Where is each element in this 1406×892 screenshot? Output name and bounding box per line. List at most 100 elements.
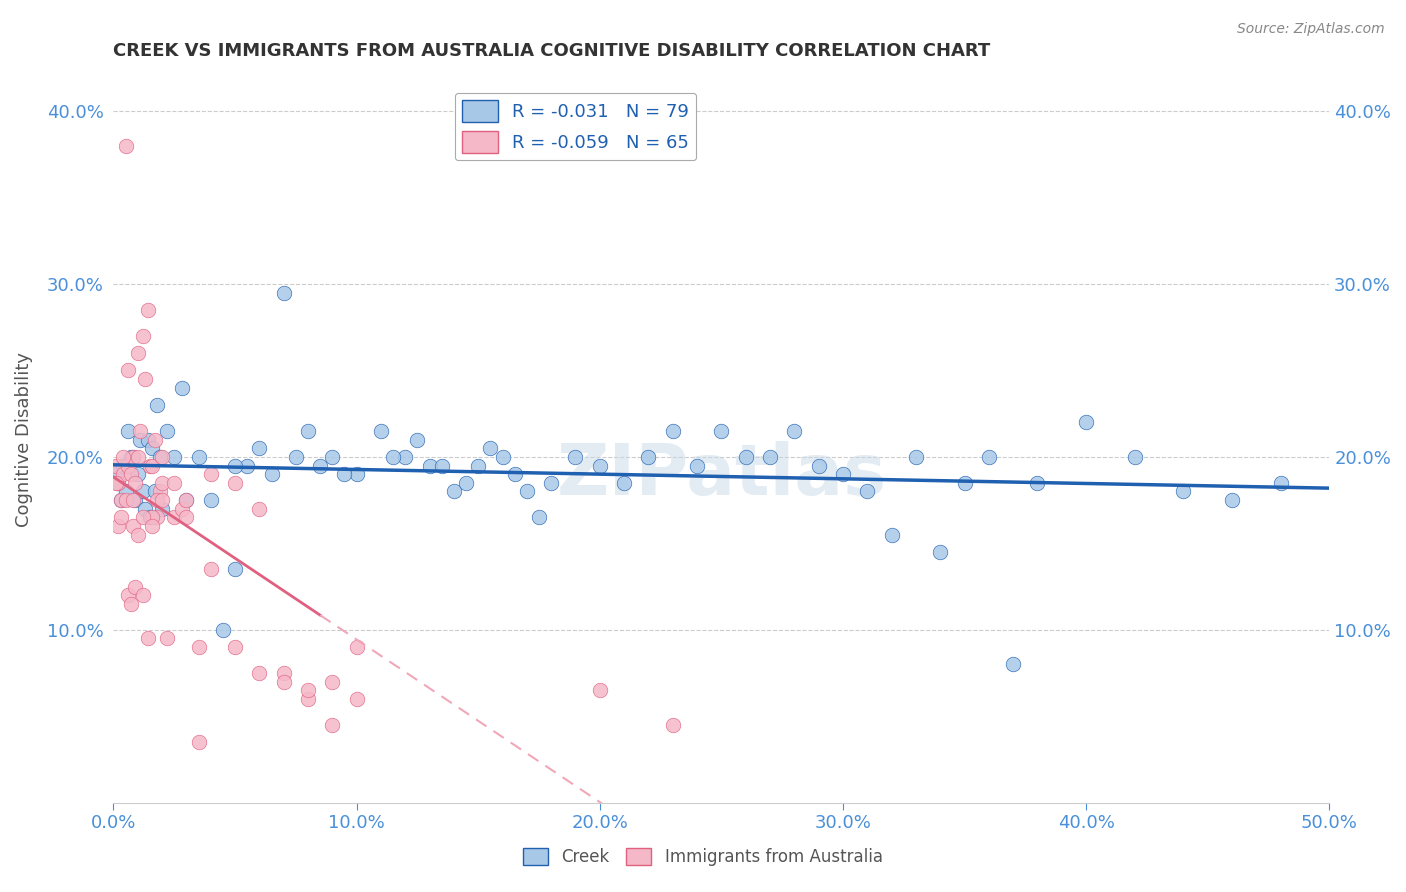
Point	[122, 519, 145, 533]
Point	[131, 329, 153, 343]
Point	[613, 475, 636, 490]
Y-axis label: Cognitive Disability: Cognitive Disability	[15, 352, 32, 527]
Point	[370, 424, 392, 438]
Point	[112, 458, 135, 473]
Point	[346, 640, 368, 654]
Point	[150, 493, 173, 508]
Point	[1270, 475, 1292, 490]
Point	[170, 381, 193, 395]
Point	[479, 442, 502, 456]
Point	[200, 562, 222, 576]
Point	[187, 640, 209, 654]
Point	[710, 424, 733, 438]
Point	[273, 665, 295, 680]
Point	[1002, 657, 1025, 672]
Point	[146, 493, 169, 508]
Point	[176, 493, 198, 508]
Point	[443, 484, 465, 499]
Point	[503, 467, 526, 482]
Point	[880, 527, 903, 541]
Point	[127, 346, 149, 360]
Point	[131, 510, 153, 524]
Point	[149, 450, 172, 464]
Point	[661, 718, 683, 732]
Point	[136, 433, 159, 447]
Point	[224, 640, 246, 654]
Point	[134, 501, 156, 516]
Point	[419, 458, 441, 473]
Point	[977, 450, 1000, 464]
Point	[134, 372, 156, 386]
Point	[516, 484, 538, 499]
Point	[150, 475, 173, 490]
Point	[382, 450, 405, 464]
Point	[200, 493, 222, 508]
Point	[117, 588, 139, 602]
Point	[637, 450, 659, 464]
Point	[297, 691, 319, 706]
Point	[661, 424, 683, 438]
Legend: Creek, Immigrants from Australia: Creek, Immigrants from Australia	[515, 840, 891, 875]
Point	[346, 467, 368, 482]
Point	[807, 458, 830, 473]
Legend: R = -0.031   N = 79, R = -0.059   N = 65: R = -0.031 N = 79, R = -0.059 N = 65	[454, 93, 696, 161]
Point	[273, 674, 295, 689]
Point	[104, 475, 127, 490]
Point	[110, 510, 132, 524]
Point	[156, 424, 179, 438]
Point	[114, 493, 136, 508]
Point	[127, 527, 149, 541]
Point	[540, 475, 562, 490]
Point	[117, 363, 139, 377]
Point	[187, 450, 209, 464]
Point	[120, 450, 142, 464]
Point	[297, 424, 319, 438]
Point	[146, 510, 169, 524]
Point	[114, 484, 136, 499]
Point	[783, 424, 806, 438]
Point	[143, 484, 166, 499]
Point	[150, 501, 173, 516]
Point	[141, 510, 163, 524]
Point	[127, 450, 149, 464]
Point	[131, 588, 153, 602]
Point	[117, 424, 139, 438]
Point	[589, 683, 612, 698]
Point	[176, 493, 198, 508]
Text: ZIPatlas: ZIPatlas	[557, 442, 886, 510]
Point	[187, 735, 209, 749]
Point	[163, 510, 186, 524]
Point	[146, 398, 169, 412]
Point	[224, 458, 246, 473]
Point	[1026, 475, 1049, 490]
Point	[589, 458, 612, 473]
Point	[734, 450, 756, 464]
Point	[136, 632, 159, 646]
Point	[406, 433, 429, 447]
Point	[141, 442, 163, 456]
Point	[904, 450, 927, 464]
Point	[136, 302, 159, 317]
Point	[309, 458, 332, 473]
Point	[163, 450, 186, 464]
Point	[686, 458, 709, 473]
Point	[212, 623, 235, 637]
Point	[110, 493, 132, 508]
Point	[117, 458, 139, 473]
Point	[124, 475, 146, 490]
Point	[759, 450, 782, 464]
Point	[112, 450, 135, 464]
Point	[333, 467, 356, 482]
Point	[176, 510, 198, 524]
Point	[120, 597, 142, 611]
Point	[321, 450, 343, 464]
Point	[236, 458, 259, 473]
Point	[163, 475, 186, 490]
Point	[1220, 493, 1243, 508]
Point	[139, 510, 162, 524]
Point	[346, 691, 368, 706]
Point	[856, 484, 879, 499]
Point	[564, 450, 586, 464]
Point	[430, 458, 453, 473]
Point	[107, 475, 129, 490]
